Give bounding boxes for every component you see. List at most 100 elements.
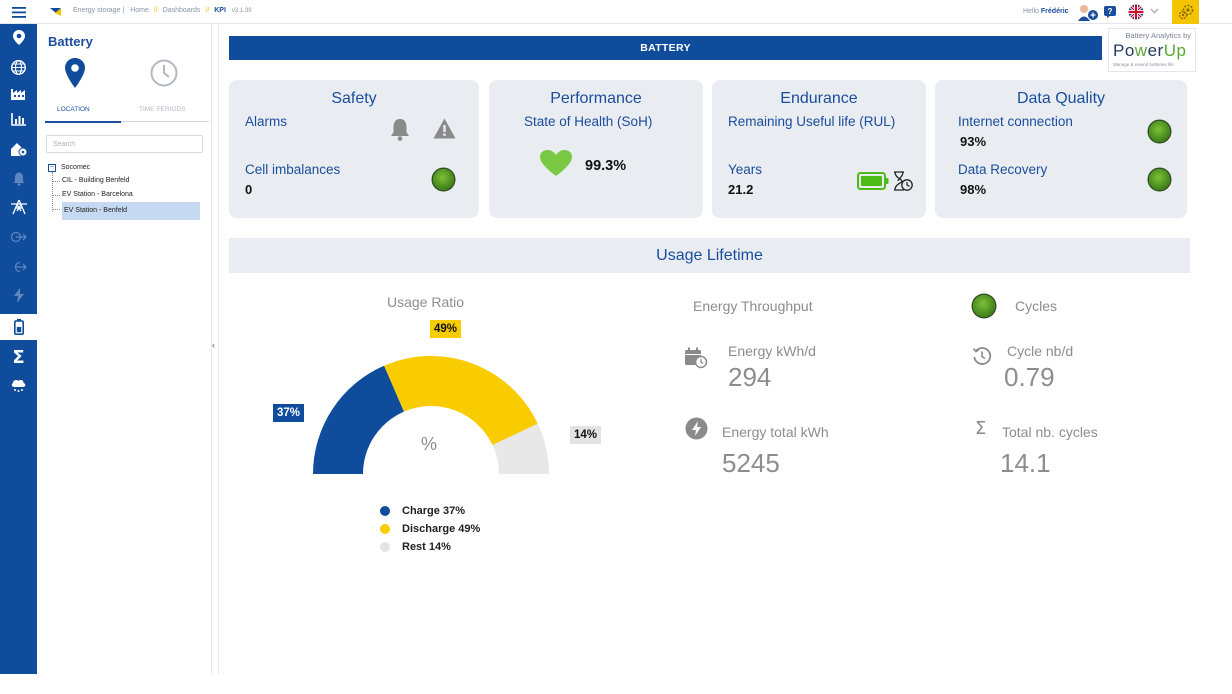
tree-node[interactable]: CIL - Building Benfeld <box>46 174 206 188</box>
data-quality-card: Data Quality Internet connection 93% Dat… <box>935 80 1187 218</box>
hamburger-menu-icon[interactable] <box>0 0 37 24</box>
search-input[interactable]: Search <box>46 135 203 153</box>
internet-status-led <box>1149 121 1170 142</box>
tree-node-selected[interactable]: EV Station - Benfeld <box>46 202 206 220</box>
gauge-segment-rest <box>492 423 549 474</box>
rail-sum[interactable]: Σ <box>0 344 37 370</box>
tree-node-label: CIL - Building Benfeld <box>62 177 130 184</box>
tab-time-periods[interactable]: TIME PERIODS <box>139 106 186 113</box>
rail-globe[interactable] <box>0 54 37 80</box>
card-title: Data Quality <box>1016 90 1106 107</box>
rul-label: Remaining Useful life (RUL) <box>728 114 896 129</box>
discharge-percent-tag: 49% <box>430 320 462 338</box>
charge-percent-tag: 37% <box>273 404 305 422</box>
breadcrumb: Energy storage | Home // Dashboards // K… <box>73 7 252 14</box>
cloud-rain-icon <box>11 379 26 392</box>
gauge-segment-discharge <box>384 356 538 446</box>
battery-icon <box>13 319 24 335</box>
tree-node-label: EV Station - Benfeld <box>62 202 200 220</box>
internet-connection-label: Internet connection <box>958 114 1073 129</box>
output-arrow-icon <box>14 261 27 273</box>
card-title: Performance <box>550 90 642 107</box>
usage-ratio-gauge <box>313 356 549 474</box>
breadcrumb-app: Energy storage | <box>73 7 125 14</box>
cycles-per-day-label: Cycle nb/d <box>1007 343 1074 359</box>
rail-chart[interactable] <box>0 106 37 132</box>
hourglass-clock-icon <box>894 171 913 191</box>
rail-home-energy[interactable] <box>0 136 37 162</box>
breadcrumb-separator: // <box>205 7 210 14</box>
rail-power[interactable] <box>0 282 37 308</box>
usage-ratio-legend: Charge 37% Discharge 49% Rest 14% <box>378 502 480 556</box>
input-arrow-icon <box>10 231 27 243</box>
tree-node-root[interactable]: − Socomec <box>46 162 206 174</box>
card-title: Endurance <box>780 90 858 107</box>
app-logo-icon[interactable] <box>49 5 63 19</box>
alarms-label: Alarms <box>245 114 288 129</box>
user-name[interactable]: Frédéric <box>1040 8 1069 15</box>
section-banner: BATTERY <box>229 36 1102 60</box>
cell-imbalances-value: 0 <box>245 182 253 197</box>
icon-rail: Σ <box>0 24 37 674</box>
brand-by: Battery Analytics by <box>1125 31 1191 40</box>
total-cycles-label: Total nb. cycles <box>1002 424 1098 440</box>
tree-node[interactable]: EV Station - Barcelona <box>46 188 206 202</box>
brand-name-part: Po <box>1113 41 1135 60</box>
soh-value: 99.3% <box>585 158 627 174</box>
location-panel: Battery LOCATION TIME PERIODS Search − S… <box>37 24 212 674</box>
tree-connector <box>52 172 53 212</box>
greeting: Hello Frédéric <box>1023 8 1069 15</box>
settings-button[interactable] <box>1172 0 1199 24</box>
collapse-panel-icon[interactable]: ‹ <box>212 340 215 350</box>
rail-factory[interactable] <box>0 80 37 106</box>
card-title: Safety <box>331 90 377 107</box>
chevron-down-icon[interactable] <box>1150 8 1159 14</box>
cell-imbalances-status-led <box>433 169 454 190</box>
tab-location[interactable]: LOCATION <box>57 106 90 113</box>
tree-node-label: EV Station - Barcelona <box>62 191 133 198</box>
collapse-toggle-icon[interactable]: − <box>48 164 56 172</box>
legend-dot <box>380 506 390 516</box>
breadcrumb-current: KPI <box>214 7 226 14</box>
breadcrumb-home[interactable]: Home <box>130 7 149 14</box>
divider <box>218 24 219 674</box>
rail-weather[interactable] <box>0 372 37 398</box>
years-label: Years <box>728 162 763 177</box>
cycles-title: Cycles <box>1015 298 1058 314</box>
performance-card: Performance State of Health (SoH) 99.3% <box>489 80 703 218</box>
brand-name-part: er <box>1147 41 1164 60</box>
heart-icon <box>540 150 572 176</box>
breadcrumb-dashboards[interactable]: Dashboards <box>162 7 201 14</box>
cycles-per-day-value: 0.79 <box>1004 362 1055 392</box>
total-cycles-value: 14.1 <box>1000 448 1051 478</box>
sigma-icon: Σ <box>975 418 987 439</box>
legend-dot <box>380 524 390 534</box>
legend-label: Charge 37% <box>402 505 465 517</box>
legend-item-charge: Charge 37% <box>378 502 480 520</box>
rail-battery[interactable] <box>0 314 37 340</box>
endurance-card: Endurance Remaining Useful life (RUL) Ye… <box>712 80 926 218</box>
uk-flag-icon[interactable] <box>1128 4 1144 20</box>
usage-lifetime-header: Usage Lifetime <box>229 238 1190 273</box>
greeting-hello: Hello <box>1023 8 1039 15</box>
clock-icon[interactable] <box>150 59 178 87</box>
panel-title: Battery <box>48 34 93 49</box>
user-avatar-icon[interactable] <box>1077 4 1099 21</box>
rail-logout[interactable] <box>0 254 37 280</box>
location-pin-icon[interactable] <box>65 58 85 88</box>
rail-alarms[interactable] <box>0 166 37 192</box>
tree-root-label: Socomec <box>61 164 91 171</box>
internet-connection-value: 93% <box>960 134 987 149</box>
bell-icon <box>13 172 24 186</box>
soh-label: State of Health (SoH) <box>524 114 653 129</box>
map-pin-icon <box>12 29 25 45</box>
rail-location[interactable] <box>0 24 37 50</box>
lightning-icon <box>13 287 24 303</box>
rail-login[interactable] <box>0 224 37 250</box>
home-settings-icon <box>10 142 27 156</box>
years-value: 21.2 <box>728 182 754 197</box>
breadcrumb-separator: // <box>153 7 158 14</box>
help-icon[interactable]: ? <box>1104 6 1116 18</box>
rail-network[interactable] <box>0 194 37 220</box>
cycles-status-led <box>973 295 995 317</box>
